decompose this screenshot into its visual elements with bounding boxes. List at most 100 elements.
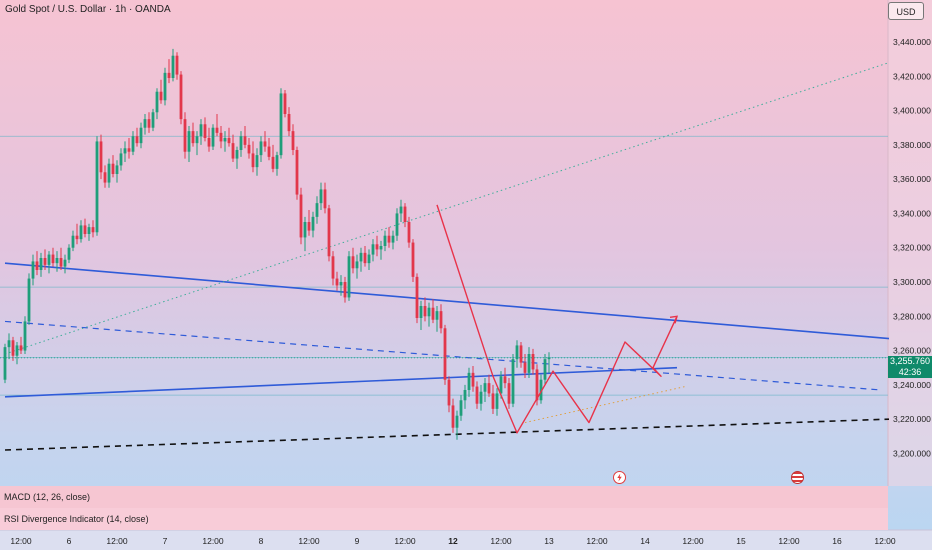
candle-body[interactable] (19, 345, 23, 351)
candle-body[interactable] (343, 282, 347, 298)
candle-body[interactable] (539, 379, 543, 401)
candle-body[interactable] (195, 136, 199, 144)
candle-body[interactable] (299, 194, 303, 238)
candle-body[interactable] (31, 261, 35, 279)
candle-body[interactable] (447, 379, 451, 406)
candle-body[interactable] (79, 225, 83, 240)
candle-body[interactable] (543, 359, 547, 380)
candle-body[interactable] (487, 383, 491, 394)
candle-body[interactable] (11, 340, 15, 356)
candle-body[interactable] (27, 278, 31, 322)
trendline-neckline[interactable] (4, 366, 678, 398)
candle-body[interactable] (515, 345, 519, 360)
candle-body[interactable] (59, 258, 63, 267)
candle-body[interactable] (67, 247, 71, 260)
candle-body[interactable] (451, 405, 455, 428)
candle-body[interactable] (55, 258, 59, 264)
candle-body[interactable] (139, 127, 143, 144)
candle-body[interactable] (351, 256, 355, 269)
candle-body[interactable] (3, 347, 7, 380)
candle-body[interactable] (239, 136, 243, 150)
candle-body[interactable] (271, 156, 275, 169)
candle-body[interactable] (295, 150, 299, 195)
candle-body[interactable] (87, 227, 91, 234)
candle-body[interactable] (319, 189, 323, 204)
candle-body[interactable] (479, 391, 483, 404)
candle-body[interactable] (311, 216, 315, 231)
candle-body[interactable] (435, 311, 439, 320)
candle-body[interactable] (415, 276, 419, 318)
candle-body[interactable] (375, 244, 379, 250)
time-axis[interactable] (0, 530, 932, 550)
candle-body[interactable] (43, 258, 47, 265)
candle-body[interactable] (391, 235, 395, 243)
trendline-rising-support[interactable] (524, 386, 686, 424)
candle-body[interactable] (527, 354, 531, 373)
price-axis[interactable] (888, 0, 932, 486)
candle-body[interactable] (215, 127, 219, 133)
candle-body[interactable] (443, 328, 447, 380)
candle-body[interactable] (191, 131, 195, 144)
candle-body[interactable] (51, 254, 55, 264)
candle-body[interactable] (123, 148, 127, 154)
candle-body[interactable] (455, 415, 459, 428)
candle-body[interactable] (107, 163, 111, 183)
candle-body[interactable] (399, 206, 403, 214)
candle-body[interactable] (267, 146, 271, 157)
candle-body[interactable] (131, 136, 135, 152)
candle-body[interactable] (103, 172, 107, 183)
candle-body[interactable] (99, 141, 103, 173)
candle-body[interactable] (115, 165, 119, 174)
candle-body[interactable] (171, 55, 175, 78)
candle-body[interactable] (371, 244, 375, 255)
candle-body[interactable] (159, 91, 163, 101)
candle-body[interactable] (291, 131, 295, 150)
candle-body[interactable] (507, 383, 511, 404)
candle-body[interactable] (279, 93, 283, 156)
candle-body[interactable] (499, 376, 503, 394)
candle-body[interactable] (263, 141, 267, 147)
candle-body[interactable] (95, 141, 99, 233)
candle-body[interactable] (251, 153, 255, 168)
lightning-event-icon[interactable] (613, 471, 626, 484)
candle-body[interactable] (163, 72, 167, 101)
candle-body[interactable] (323, 189, 327, 209)
candle-body[interactable] (463, 390, 467, 401)
candle-body[interactable] (387, 235, 391, 243)
candle-body[interactable] (111, 163, 115, 174)
candle-body[interactable] (187, 131, 191, 152)
candle-body[interactable] (427, 307, 431, 317)
candle-body[interactable] (15, 345, 19, 356)
candle-body[interactable] (147, 119, 151, 128)
candle-body[interactable] (83, 225, 87, 234)
candle-body[interactable] (503, 376, 507, 384)
candle-body[interactable] (227, 138, 231, 144)
candle-body[interactable] (547, 357, 551, 360)
candle-body[interactable] (203, 124, 207, 138)
candle-body[interactable] (431, 307, 435, 320)
candle-body[interactable] (71, 235, 75, 248)
candle-body[interactable] (535, 369, 539, 401)
candle-body[interactable] (211, 127, 215, 147)
candle-body[interactable] (383, 235, 387, 246)
candle-body[interactable] (175, 55, 179, 75)
us-flag-event-icon[interactable] (791, 471, 804, 484)
candle-body[interactable] (403, 206, 407, 222)
candle-body[interactable] (255, 155, 259, 168)
candle-body[interactable] (235, 150, 239, 159)
candle-body[interactable] (35, 261, 39, 270)
candle-body[interactable] (423, 306, 427, 317)
candle-body[interactable] (363, 252, 367, 264)
candle-body[interactable] (419, 306, 423, 318)
candle-body[interactable] (511, 359, 515, 404)
candle-body[interactable] (283, 93, 287, 114)
candle-body[interactable] (475, 386, 479, 404)
candle-body[interactable] (367, 254, 371, 264)
candle-body[interactable] (303, 222, 307, 238)
candle-body[interactable] (47, 254, 51, 265)
candle-body[interactable] (483, 383, 487, 392)
candle-body[interactable] (471, 372, 475, 387)
candle-body[interactable] (335, 278, 339, 286)
candle-body[interactable] (339, 282, 343, 286)
